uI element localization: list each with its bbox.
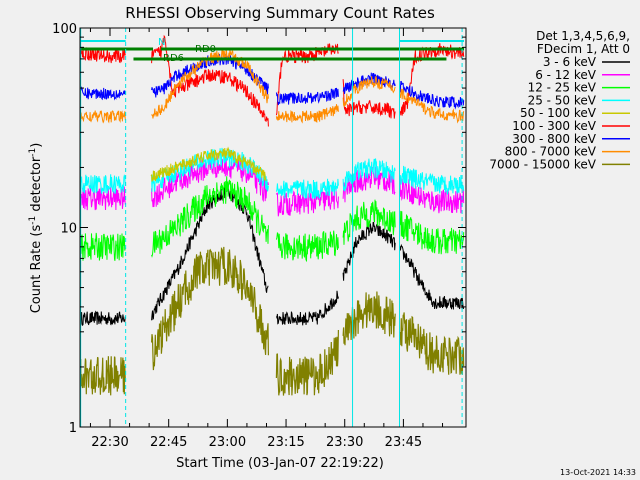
legend-label-7: 300 - 800 keV <box>512 132 596 146</box>
legend-label-3: 12 - 25 keV <box>528 81 597 95</box>
night-label: N <box>158 37 165 48</box>
y-axis-label-main: Count Rate (s <box>29 225 44 314</box>
legend-header-2: FDecim 1, Att 0 <box>537 42 630 56</box>
legend-label-5: 50 - 100 keV <box>520 106 597 120</box>
y-axis-label-tail: detector <box>29 156 44 216</box>
y-tick-label-2: 10 <box>60 222 77 237</box>
timestamp: 13-Oct-2021 14:33 <box>560 468 636 477</box>
legend-label-9: 7000 - 15000 keV <box>489 157 596 171</box>
legend-label-4: 25 - 50 keV <box>528 93 597 107</box>
series-50to100keV-line <box>150 146 267 182</box>
series-7000to15000keV-line <box>80 246 465 396</box>
series-300to800keV-line <box>80 53 465 110</box>
y-axis-label: Count Rate (s-1 detector-1) <box>28 143 44 314</box>
rd-label: RD0 <box>195 44 216 55</box>
x-axis-label: Start Time (03-Jan-07 22:19:22) <box>176 456 384 471</box>
series-layer <box>80 34 465 396</box>
legend-label-2: 6 - 12 keV <box>535 68 597 82</box>
series-25to50keV-line <box>80 147 465 200</box>
series-3to6keV-line <box>80 183 465 327</box>
legend-label-1: 3 - 6 keV <box>543 55 597 69</box>
legend-label-6: 100 - 300 keV <box>512 119 596 133</box>
x-tick-label-4: 23:15 <box>267 435 304 450</box>
x-tick-label-6: 23:45 <box>385 435 422 450</box>
series-6to12keV-line <box>80 155 465 217</box>
series-12to25keV-line <box>80 176 465 263</box>
x-tick-label-3: 23:00 <box>209 435 246 450</box>
legend-label-8: 800 - 7000 keV <box>505 145 597 159</box>
x-tick-label-5: 23:30 <box>326 435 363 450</box>
legend-header-1: Det 1,3,4,5,6,9, <box>536 29 630 43</box>
x-tick-label-1: 22:30 <box>91 435 128 450</box>
y-axis-label-close: ) <box>29 143 44 148</box>
y-axis-label-sup2: -1 <box>28 148 38 157</box>
legend: Det 1,3,4,5,6,9, FDecim 1, Att 0 3 - 6 k… <box>489 29 630 171</box>
chart-title: RHESSI Observing Summary Count Rates <box>125 4 435 22</box>
y-tick-label-1: 1 <box>69 421 77 436</box>
y-axis: 1 10 100 <box>52 22 466 436</box>
x-tick-label-2: 22:45 <box>150 435 187 450</box>
x-axis: 22:30 22:45 23:00 23:15 23:30 23:45 <box>89 28 444 450</box>
series-100to300keV-line <box>80 34 465 127</box>
saa-label: RD6 <box>163 53 184 64</box>
y-tick-label-3: 100 <box>52 22 77 37</box>
y-axis-label-sup1: -1 <box>28 216 38 225</box>
